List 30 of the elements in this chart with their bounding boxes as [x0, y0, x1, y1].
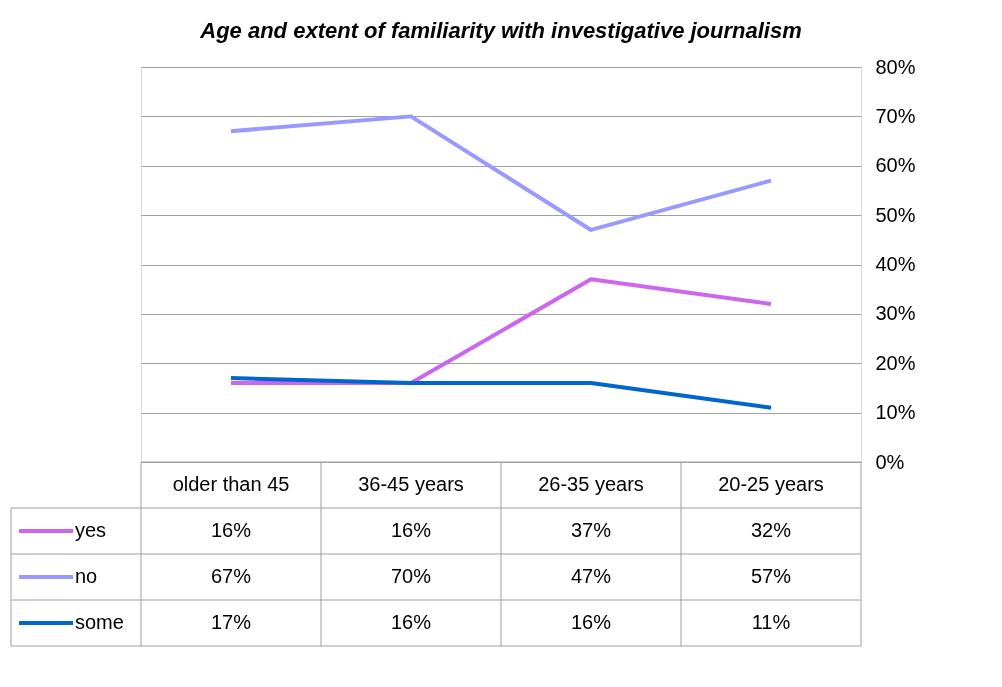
y-tick-label: 50% [875, 203, 916, 226]
y-tick-label: 80% [875, 55, 916, 78]
legend-label: yes [75, 519, 107, 541]
data-label: 11% [751, 611, 791, 633]
y-tick-label: 40% [875, 253, 916, 275]
x-tick-label: 20-25 years [718, 473, 824, 495]
data-label: 37% [570, 519, 612, 541]
data-label: 16% [210, 519, 252, 541]
y-tick-label: 70% [875, 104, 916, 127]
legend-label: some [75, 611, 124, 633]
x-tick-label: older than 45 [172, 473, 290, 495]
data-label: 47% [570, 565, 612, 587]
data-label: 67% [210, 565, 252, 587]
line-series [229, 114, 773, 232]
data-label: 17% [210, 611, 252, 633]
y-tick-label: 0% [875, 450, 905, 473]
data-label: 70% [390, 565, 432, 587]
x-tick-label: 26-35 years [538, 473, 644, 495]
y-tick-label: 10% [875, 401, 916, 424]
legend-label: no [75, 565, 98, 587]
data-label: 57% [750, 565, 792, 587]
data-label: 16% [390, 519, 432, 541]
chart-title: Age and extent of familiarity with investigative journalism [199, 18, 802, 43]
y-tick-label: 60% [875, 154, 916, 177]
data-label: 32% [750, 519, 792, 541]
y-tick-label: 30% [875, 302, 916, 325]
x-tick-label: 36-45 years [358, 473, 464, 495]
data-label: 16% [570, 611, 612, 633]
y-tick-label: 20% [875, 351, 916, 374]
data-label: 16% [390, 611, 432, 633]
